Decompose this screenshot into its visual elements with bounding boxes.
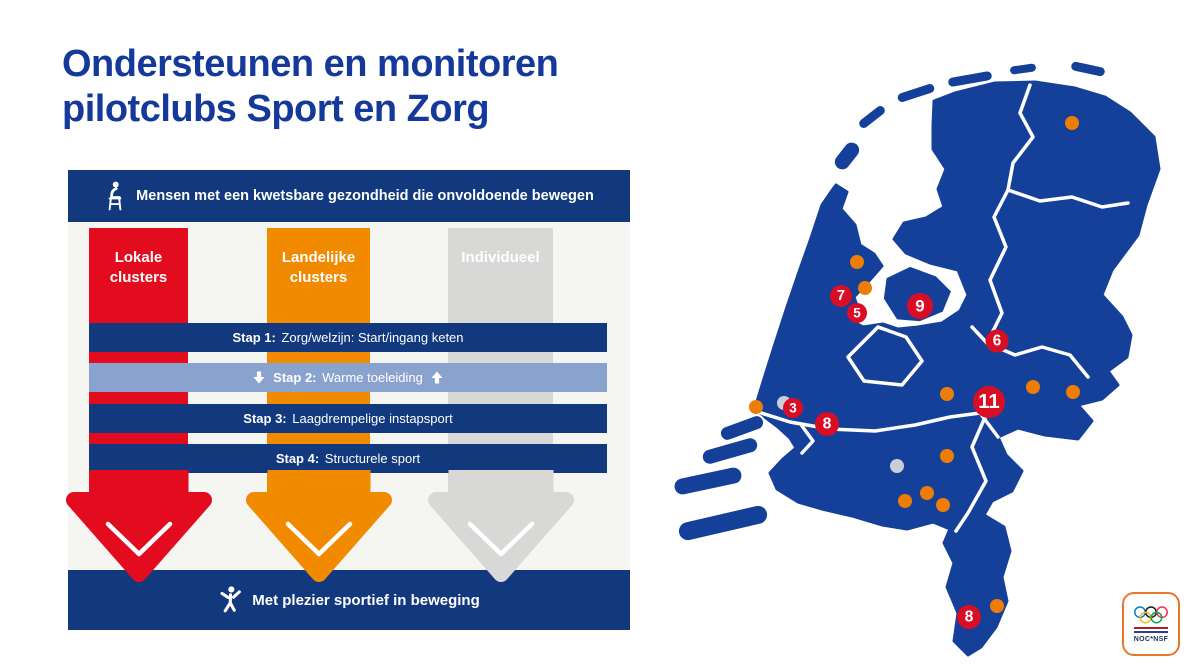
netherlands-map: 75 9 6 11 3 8 8 (672, 61, 1161, 657)
seated-person-icon (104, 181, 126, 211)
orange-dot-marker (940, 387, 954, 401)
step-bar: Stap 4: Structurele sport (89, 444, 607, 473)
red-count-marker (815, 412, 839, 436)
orange-dot-marker (990, 599, 1004, 613)
chevron-icon (285, 521, 352, 557)
province-border (985, 341, 1090, 379)
step-bar: Stap 2: Warme toeleiding (89, 363, 607, 392)
red-count-marker-value: 11 (978, 391, 1000, 413)
chevron-icon (105, 521, 172, 557)
flow-diagram: Mensen met een kwetsbare gezondheid die … (65, 170, 630, 630)
map-land (672, 61, 1161, 657)
step-label: Stap 4: Structurele sport (275, 451, 421, 466)
diagram-footer: Met plezier sportief in beweging (68, 570, 630, 630)
olympic-rings-icon (1132, 605, 1170, 625)
wadden-island (1010, 63, 1036, 75)
orange-dot-marker (920, 486, 934, 500)
red-count-marker (847, 303, 867, 323)
red-count-marker-value: 7 (837, 288, 845, 304)
orange-dot-marker (850, 255, 864, 269)
diagram-footer-label: Met plezier sportief in beweging (252, 591, 480, 609)
cluster-column-label: Lokale clusters (109, 249, 168, 286)
step-label: Stap 2: Warme toeleiding (273, 370, 423, 385)
orange-dot-marker (1026, 380, 1040, 394)
delta-island (672, 465, 744, 497)
orange-dot-marker (936, 498, 950, 512)
orange-dot-marker (749, 400, 763, 414)
noc-nsf-logo: NOC*NSF (1122, 592, 1180, 656)
down-arrow-icon (253, 371, 265, 384)
wadden-island (948, 71, 992, 87)
step-label: Stap 3: Laagdrempelige instapsport (243, 411, 453, 426)
diagram-header-label: Mensen met een kwetsbare gezondheid die … (136, 188, 594, 204)
map-province-borders (756, 83, 1130, 533)
jumping-person-icon (218, 586, 242, 614)
wadden-island (1071, 61, 1105, 77)
orange-dot-marker (858, 281, 872, 295)
province-border (800, 424, 815, 455)
province-border (846, 325, 924, 387)
flow-arrow (427, 470, 574, 582)
red-count-marker-value: 3 (789, 401, 797, 416)
flow-arrow (245, 470, 392, 582)
red-count-marker-value: 5 (853, 306, 861, 321)
orange-dot-marker (1065, 116, 1079, 130)
cluster-column-label: Individueel (461, 249, 540, 266)
red-count-marker-value: 8 (965, 609, 974, 626)
gray-dot-marker (890, 459, 904, 473)
red-count-marker-value: 9 (915, 297, 924, 316)
orange-dot-marker (940, 449, 954, 463)
wadden-island (859, 106, 885, 128)
wadden-island (834, 142, 860, 170)
wadden-island (897, 84, 935, 102)
red-count-marker (973, 386, 1005, 418)
up-arrow-icon (431, 371, 443, 384)
province-border (1006, 188, 1130, 209)
page-title-line1: Ondersteunen en monitoren (62, 43, 559, 85)
map-markers: 75 9 6 11 3 8 8 (749, 116, 1080, 629)
dutch-flag-stripes (1134, 626, 1168, 634)
province-border (985, 188, 1010, 345)
mainland (753, 80, 1161, 657)
diagram-header: Mensen met een kwetsbare gezondheid die … (68, 170, 630, 222)
page-title-line2: pilotclubs Sport en Zorg (62, 88, 490, 130)
red-count-marker (957, 605, 981, 629)
page-title: Ondersteunen en monitoren pilotclubs Spo… (62, 42, 559, 132)
orange-dot-marker (1066, 385, 1080, 399)
province-border (756, 410, 1000, 439)
step-bar: Stap 1: Zorg/welzijn: Start/ingang keten (89, 323, 607, 352)
cluster-column-label: Landelijke clusters (281, 249, 356, 286)
province-border (970, 325, 989, 345)
red-count-marker (783, 398, 803, 418)
step-label: Stap 1: Zorg/welzijn: Start/ingang keten (232, 330, 464, 345)
delta-island (676, 503, 770, 543)
chevron-icon (467, 521, 534, 557)
flow-arrow (65, 470, 212, 582)
step-bar: Stap 3: Laagdrempelige instapsport (89, 404, 607, 433)
orange-dot-marker (898, 494, 912, 508)
red-count-marker (907, 293, 933, 319)
province-border (1006, 83, 1035, 192)
province-border (954, 413, 988, 533)
red-count-marker (985, 329, 1009, 353)
delta-island (718, 414, 766, 442)
red-count-marker-value: 8 (823, 416, 832, 433)
delta-island (700, 436, 760, 466)
red-count-marker (830, 285, 852, 307)
red-count-marker-value: 6 (993, 333, 1001, 350)
noc-nsf-label: NOC*NSF (1133, 635, 1169, 643)
